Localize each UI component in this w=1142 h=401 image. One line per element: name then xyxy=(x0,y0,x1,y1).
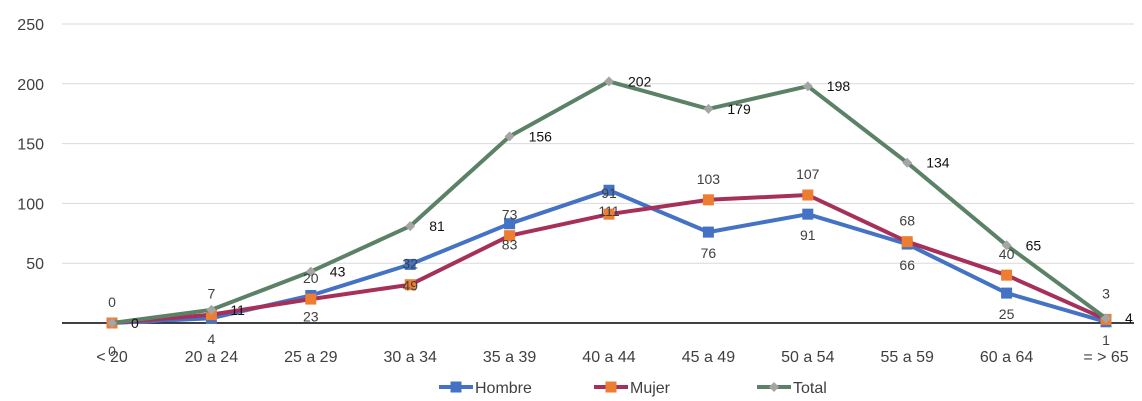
data-point-mujer xyxy=(802,189,814,201)
data-point-total xyxy=(1101,313,1111,324)
data-label-total: 43 xyxy=(330,264,346,280)
data-point-hombre xyxy=(504,218,516,230)
data-label-hombre: 0 xyxy=(108,343,116,359)
data-label-mujer: 0 xyxy=(108,294,116,310)
data-point-hombre xyxy=(702,226,714,238)
data-label-hombre: 83 xyxy=(502,237,518,253)
legend-label-hombre: Hombre xyxy=(475,380,532,397)
data-label-mujer: 32 xyxy=(402,256,418,272)
x-tick-label: 25 a 29 xyxy=(284,349,337,366)
data-label-mujer: 7 xyxy=(208,286,216,302)
data-point-total xyxy=(1001,240,1012,251)
series-line-total xyxy=(111,79,1108,325)
y-tick-label: 200 xyxy=(17,77,44,94)
data-point-total xyxy=(703,103,714,114)
data-point-hombre xyxy=(603,184,615,196)
x-tick-label: = > 65 xyxy=(1083,349,1128,366)
data-point-hombre xyxy=(404,258,416,270)
x-tick-label: 60 a 64 xyxy=(980,349,1033,366)
data-point-total xyxy=(802,81,813,92)
data-label-mujer: 73 xyxy=(502,207,518,223)
data-point-total xyxy=(305,266,316,277)
data-label-hombre: 4 xyxy=(208,331,216,347)
legend-marker-mujer xyxy=(605,381,617,393)
data-point-hombre xyxy=(802,208,814,220)
data-label-hombre: 49 xyxy=(402,277,418,293)
data-point-total xyxy=(107,318,117,328)
data-label-total: 134 xyxy=(926,155,950,171)
data-label-mujer: 20 xyxy=(303,270,319,286)
data-label-hombre: 111 xyxy=(598,203,619,219)
data-label-hombre: 23 xyxy=(303,308,319,324)
data-point-hombre xyxy=(1001,287,1013,299)
data-label-total: 4 xyxy=(1125,310,1133,326)
y-tick-label: 50 xyxy=(26,256,44,273)
data-point-total xyxy=(604,76,614,87)
data-label-mujer: 91 xyxy=(601,185,617,201)
legend-label-total: Total xyxy=(793,380,827,397)
data-label-total: 198 xyxy=(827,78,851,94)
data-point-mujer xyxy=(404,279,416,291)
data-point-total xyxy=(405,221,416,232)
x-tick-label: 20 a 24 xyxy=(185,349,238,366)
data-label-hombre: 66 xyxy=(899,257,915,273)
x-tick-label: < 20 xyxy=(96,349,128,366)
y-tick-label: 150 xyxy=(17,137,44,154)
data-label-mujer: 68 xyxy=(899,213,915,229)
data-label-total: 202 xyxy=(628,73,652,89)
data-point-total xyxy=(902,157,913,168)
x-tick-label: 30 a 34 xyxy=(384,349,437,366)
legend-label-mujer: Mujer xyxy=(630,380,671,397)
x-tick-label: 40 a 44 xyxy=(582,349,635,366)
data-point-mujer xyxy=(305,293,317,305)
legend-marker-total xyxy=(769,382,779,392)
data-point-mujer xyxy=(504,230,516,242)
x-tick-label: 35 a 39 xyxy=(483,349,536,366)
data-label-hombre: 25 xyxy=(999,306,1015,322)
data-label-mujer: 107 xyxy=(796,166,820,182)
data-label-total: 179 xyxy=(727,101,751,117)
legend-marker-hombre xyxy=(450,381,462,393)
data-point-mujer xyxy=(702,194,714,206)
data-point-mujer xyxy=(603,208,615,220)
data-point-total xyxy=(206,304,217,315)
data-point-total xyxy=(504,131,515,142)
data-label-hombre: 76 xyxy=(701,245,717,261)
data-point-mujer xyxy=(901,236,913,248)
y-tick-label: 250 xyxy=(17,17,44,34)
x-tick-label: 55 a 59 xyxy=(881,349,934,366)
data-label-total: 0 xyxy=(131,315,139,331)
data-label-mujer: 103 xyxy=(697,171,721,187)
data-label-hombre: 1 xyxy=(1102,332,1110,348)
x-tick-label: 50 a 54 xyxy=(781,349,834,366)
data-point-mujer xyxy=(1001,269,1013,281)
data-label-total: 156 xyxy=(529,128,553,144)
y-tick-label: 100 xyxy=(17,196,44,213)
data-label-hombre: 91 xyxy=(800,227,816,243)
data-label-mujer: 40 xyxy=(999,246,1015,262)
data-label-total: 11 xyxy=(230,302,245,318)
x-tick-label: 45 a 49 xyxy=(682,349,735,366)
data-label-total: 81 xyxy=(429,218,445,234)
data-label-mujer: 3 xyxy=(1102,285,1110,301)
data-label-total: 65 xyxy=(1026,237,1042,253)
